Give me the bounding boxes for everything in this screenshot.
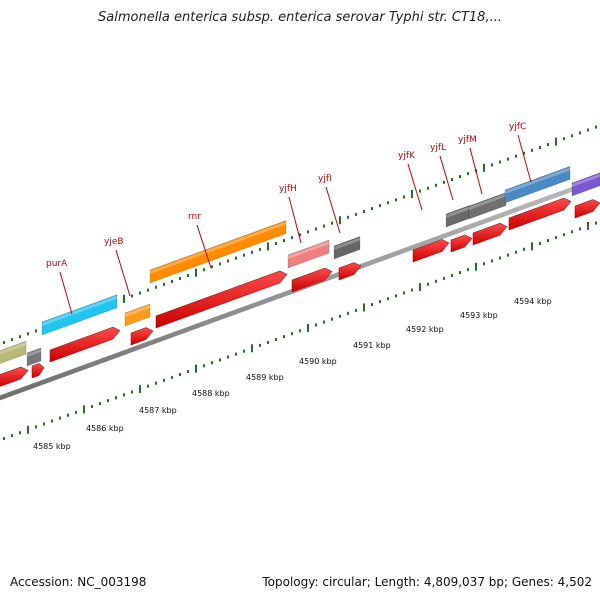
gene-label-yjeB[interactable]: yjeB — [104, 237, 124, 247]
feature-highlight — [446, 206, 469, 218]
scale-label: 4586 kbp — [86, 424, 124, 433]
yjfH-feature[interactable] — [287, 239, 330, 269]
gene-label-yjfH[interactable]: yjfH — [279, 184, 297, 194]
cds-arrow[interactable] — [155, 270, 288, 329]
gene-leader-line — [288, 196, 302, 244]
scale-label: 4588 kbp — [192, 389, 230, 398]
cds-arrow[interactable] — [450, 234, 473, 253]
cds-arrow[interactable] — [338, 262, 362, 281]
scale-label: 4592 kbp — [406, 325, 444, 334]
olive-feature[interactable] — [0, 340, 27, 365]
feature-highlight — [288, 241, 329, 259]
cds-arrow[interactable] — [574, 199, 600, 219]
cds-arrow[interactable] — [130, 327, 154, 346]
yjfI-feature[interactable] — [333, 236, 361, 260]
cds-arrow[interactable] — [31, 363, 45, 379]
feature-highlight — [0, 342, 26, 355]
feature-highlight — [125, 304, 150, 317]
gene-label-yjfK[interactable]: yjfK — [398, 151, 416, 161]
gene-label-yjfL[interactable]: yjfL — [430, 143, 446, 153]
purA-feature[interactable] — [41, 294, 118, 336]
scale-label: 4593 kbp — [460, 311, 498, 320]
gene-leader-line — [59, 271, 73, 315]
gene-leader-line — [439, 155, 454, 201]
feature-highlight — [572, 173, 600, 187]
cds-arrow[interactable] — [291, 267, 333, 293]
cds-arrow[interactable] — [49, 326, 121, 363]
accession-text: Accession: NC_003198 — [10, 575, 147, 589]
genome-title: Salmonella enterica subsp. enterica sero… — [98, 10, 502, 25]
gene-label-yjfC[interactable]: yjfC — [509, 122, 526, 132]
cds-arrow[interactable] — [0, 366, 29, 388]
yjfC-feature[interactable] — [504, 165, 571, 204]
gene-leader-line — [115, 249, 131, 297]
scale-label: 4589 kbp — [246, 373, 284, 382]
feature-highlight — [469, 193, 506, 210]
scale-label: 4585 kbp — [33, 442, 71, 451]
feature-highlight — [505, 167, 570, 194]
cds-arrow[interactable] — [472, 222, 508, 246]
gene-label-rnr[interactable]: rnr — [188, 212, 201, 222]
gene-leader-line — [325, 186, 341, 234]
cds-arrow[interactable] — [508, 197, 572, 231]
gene-leader-line — [196, 224, 212, 269]
gene-label-purA[interactable]: purA — [46, 259, 68, 269]
cds-arrow[interactable] — [412, 239, 450, 263]
scale-label: 4587 kbp — [139, 406, 177, 415]
gene-leader-line — [517, 134, 532, 183]
yjeB-feature[interactable] — [124, 303, 151, 327]
gene-leader-line — [407, 163, 423, 211]
gene-label-yjfI[interactable]: yjfI — [318, 174, 332, 184]
gene-leader-line — [469, 147, 483, 195]
gene-label-yjfM[interactable]: yjfM — [458, 135, 477, 145]
scale-label: 4594 kbp — [514, 297, 552, 306]
scale-label: 4591 kbp — [353, 341, 391, 350]
yjfL-feature[interactable] — [445, 205, 470, 228]
feature-highlight — [150, 221, 286, 274]
purple-feature[interactable] — [571, 172, 600, 197]
genome-summary-text: Topology: circular; Length: 4,809,037 bp… — [262, 575, 592, 589]
feature-highlight — [27, 348, 41, 357]
feature-highlight — [42, 295, 117, 326]
feature-highlight — [334, 237, 360, 250]
scale-label: 4590 kbp — [299, 357, 337, 366]
small-gray-feature[interactable] — [26, 347, 42, 367]
rnr-feature[interactable] — [149, 220, 287, 284]
